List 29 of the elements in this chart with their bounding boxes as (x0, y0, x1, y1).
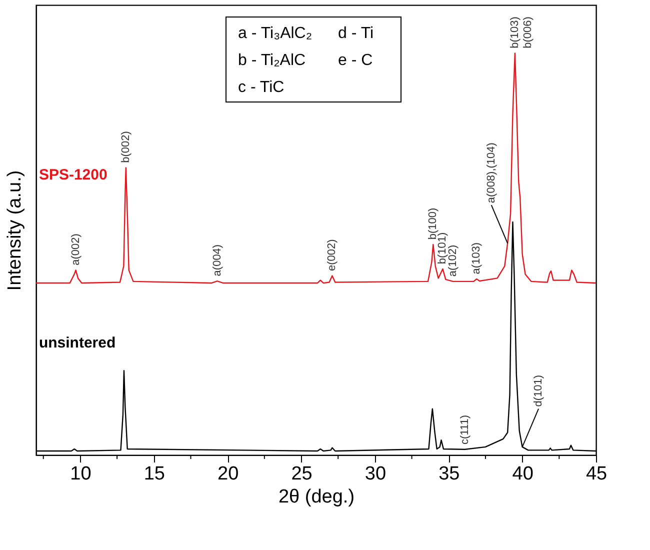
annotation: a(103) (470, 242, 483, 274)
x-tick-label: 35 (438, 464, 460, 484)
annotation: d(101) (532, 374, 545, 407)
x-tick-label: 20 (218, 464, 239, 484)
x-tick-label: 45 (586, 464, 608, 484)
annotation: a(002) (70, 234, 82, 266)
annotation: a(004) (211, 244, 224, 276)
x-tick-label: 10 (70, 464, 92, 484)
x-tick-label: 25 (291, 464, 312, 484)
annotation: c(111) (458, 415, 471, 445)
annotation: a(102) (447, 244, 460, 277)
annotation: e(002) (326, 239, 338, 271)
annotation: b(101) (436, 232, 449, 264)
x-axis-title: 2θ (deg.) (278, 486, 355, 508)
annotation: b(100) (427, 208, 440, 240)
annotation: c - TiC (238, 79, 284, 96)
x-tick-label: 15 (144, 464, 165, 484)
annotation: b(002) (120, 131, 132, 163)
text: d - Ti (338, 25, 374, 42)
annotation: a(008),(104) (485, 142, 498, 204)
series-label: unsintered (38, 334, 116, 352)
annotation: e - C (338, 52, 373, 69)
text: a - Ti₃AlC₂ (238, 25, 312, 42)
annotation: b(103) b(006) (508, 16, 534, 48)
x-tick-label: 40 (512, 464, 534, 484)
x-tick-label: 30 (364, 464, 386, 484)
series-label: SPS-1200 (38, 166, 108, 184)
annotation: b - Ti₂AlC (238, 52, 306, 69)
y-axis-title: Intensity (a.u.) (4, 170, 26, 291)
